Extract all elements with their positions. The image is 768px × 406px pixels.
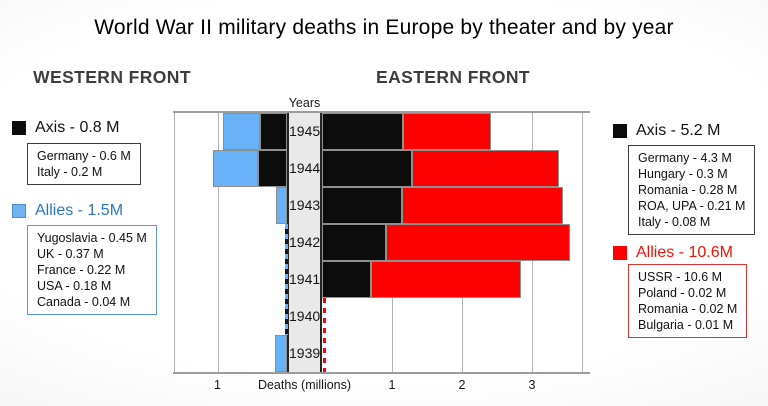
bar-1943-east-axis bbox=[322, 187, 402, 224]
bar-1944-west-axis bbox=[257, 150, 287, 187]
legend-item: Germany - 0.6 M bbox=[37, 149, 131, 163]
bar-1944-east-allies bbox=[411, 150, 559, 187]
x-axis-tick-label: 1 bbox=[214, 378, 221, 392]
bar-1944-west-allies bbox=[212, 150, 258, 187]
legend-item: USA - 0.18 M bbox=[37, 279, 112, 293]
years-axis-title: Years bbox=[288, 96, 321, 110]
bar-1945-east-allies bbox=[402, 113, 492, 150]
legend-west-axis-label: Axis - 0.8 M bbox=[35, 119, 120, 136]
negligible-deaths-dashed-line-west bbox=[284, 224, 288, 335]
diverging-bar-chart: Years 1945 1944 1943 1942 1941 1940 1939 Death… bbox=[173, 96, 590, 392]
year-label: 1944 bbox=[289, 160, 321, 176]
page-title: World War II military deaths in Europe b… bbox=[94, 16, 674, 39]
year-label: 1945 bbox=[289, 123, 321, 139]
legend-item: France - 0.22 M bbox=[37, 263, 126, 277]
legend-west-axis-box: Germany - 0.6 M Italy - 0.2 M bbox=[27, 143, 141, 185]
legend-item: Italy - 0.2 M bbox=[37, 165, 103, 179]
legend-east-allies-label: Allies - 10.6M bbox=[636, 244, 733, 261]
gridline bbox=[173, 113, 175, 372]
allies-east-swatch-icon bbox=[613, 246, 627, 260]
legend-item: Canada - 0.04 M bbox=[37, 295, 131, 309]
legend-item: Yugoslavia - 0.45 M bbox=[37, 231, 147, 245]
legend-item: ROA, UPA - 0.21 M bbox=[638, 199, 746, 213]
negligible-deaths-dashed-line-east bbox=[323, 298, 326, 372]
bar-1941-east-allies bbox=[371, 261, 521, 298]
legend-item: Germany - 4.3 M bbox=[638, 151, 732, 165]
allies-west-swatch-icon bbox=[12, 204, 26, 218]
x-axis-label: Deaths (millions) bbox=[257, 378, 352, 392]
legend-west-allies-box: Yugoslavia - 0.45 M UK - 0.37 M France -… bbox=[27, 225, 157, 315]
x-axis-tick-label: 1 bbox=[388, 378, 396, 392]
year-label: 1942 bbox=[289, 234, 321, 250]
legend-item: Italy - 0.08 M bbox=[638, 215, 711, 229]
year-label: 1941 bbox=[289, 271, 321, 287]
legend-item: Bulgaria - 0.01 M bbox=[638, 318, 734, 332]
eastern-front-header: EASTERN FRONT bbox=[376, 67, 530, 87]
bar-1945-east-axis bbox=[322, 113, 403, 150]
legend-item: Poland - 0.02 M bbox=[638, 286, 727, 300]
year-label: 1939 bbox=[289, 345, 321, 361]
bar-1945-west-axis bbox=[259, 113, 287, 150]
bar-1941-east-axis bbox=[322, 261, 371, 298]
gridline bbox=[217, 113, 219, 372]
legend-west-allies: Allies - 1.5M bbox=[12, 202, 123, 220]
western-front-header: WESTERN FRONT bbox=[33, 67, 191, 87]
legend-east-axis-label: Axis - 5.2 M bbox=[636, 122, 721, 139]
legend-west-axis: Axis - 0.8 M bbox=[12, 119, 119, 137]
bar-1943-west-allies bbox=[275, 187, 287, 224]
legend-item: Romania - 0.28 M bbox=[638, 183, 738, 197]
legend-item: Romania - 0.02 M bbox=[638, 302, 738, 316]
legend-east-axis-box: Germany - 4.3 M Hungary - 0.3 M Romania … bbox=[628, 145, 756, 235]
gridline bbox=[582, 113, 583, 372]
x-axis-tick-label: 3 bbox=[528, 378, 536, 392]
legend-east-allies: Allies - 10.6M bbox=[613, 244, 733, 262]
bar-1945-west-allies bbox=[223, 113, 260, 150]
bar-1942-east-axis bbox=[322, 224, 386, 261]
x-axis-tick-label: 2 bbox=[458, 378, 466, 392]
legend-east-axis: Axis - 5.2 M bbox=[613, 122, 720, 140]
legend-item: UK - 0.37 M bbox=[37, 247, 104, 261]
bar-1939-west-allies bbox=[275, 335, 287, 372]
year-label: 1943 bbox=[289, 197, 321, 213]
legend-item: USSR - 10.6 M bbox=[638, 270, 723, 284]
legend-west-allies-label: Allies - 1.5M bbox=[35, 202, 124, 219]
axis-east-swatch-icon bbox=[613, 124, 627, 138]
bar-1944-east-axis bbox=[322, 150, 412, 187]
legend-east-allies-box: USSR - 10.6 M Poland - 0.02 M Romania - … bbox=[628, 264, 748, 338]
bar-1942-east-allies bbox=[385, 224, 571, 261]
legend-item: Hungary - 0.3 M bbox=[638, 167, 728, 181]
year-label: 1940 bbox=[289, 308, 321, 324]
years-column: 1945 1944 1943 1942 1941 1940 1939 bbox=[287, 113, 322, 372]
bar-1943-east-allies bbox=[401, 187, 563, 224]
axis-west-swatch-icon bbox=[12, 121, 26, 135]
